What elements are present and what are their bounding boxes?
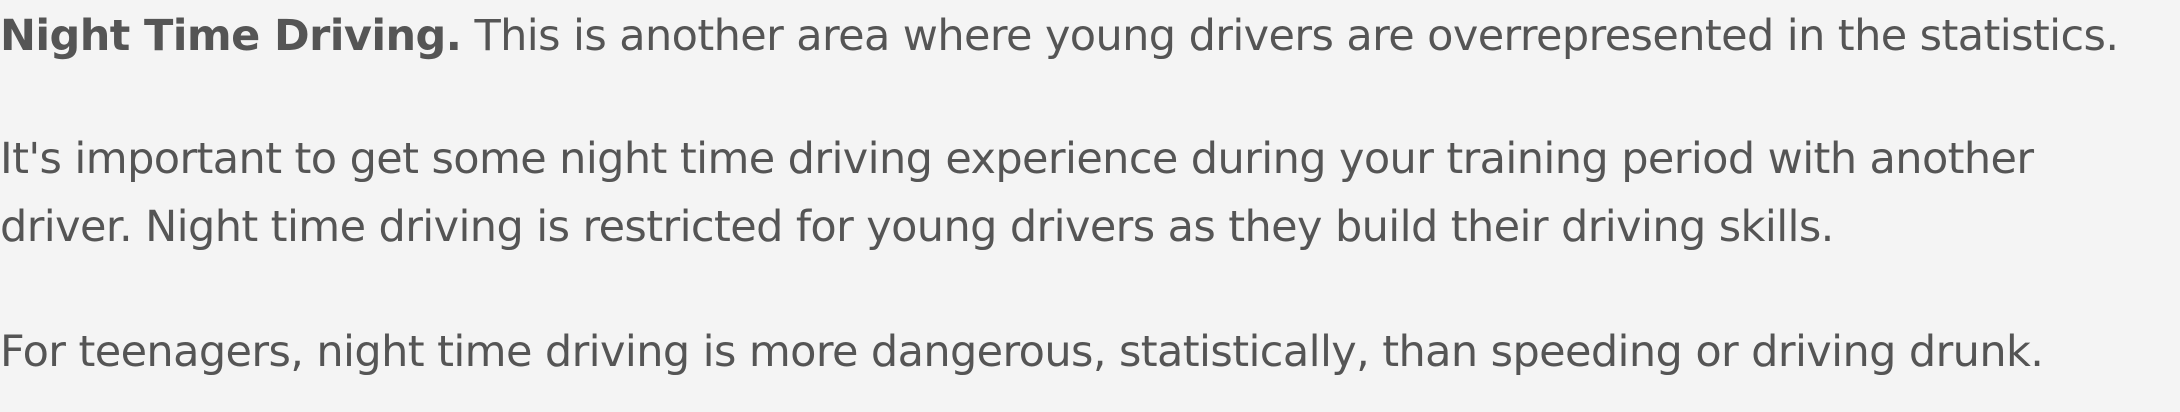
paragraph-night-time-driving: Night Time Driving. This is another area…: [0, 2, 2119, 70]
paragraph-line-1: It's important to get some night time dr…: [0, 134, 2034, 184]
paragraph-experience: It's important to get some night time dr…: [0, 125, 2034, 261]
paragraph-lead-heading: Night Time Driving.: [0, 11, 462, 61]
paragraph-text: For teenagers, night time driving is mor…: [0, 327, 2044, 377]
paragraph-line-2: driver. Night time driving is restricted…: [0, 202, 1834, 252]
paragraph-text: This is another area where young drivers…: [474, 11, 2119, 61]
paragraph-teenagers: For teenagers, night time driving is mor…: [0, 318, 2044, 386]
